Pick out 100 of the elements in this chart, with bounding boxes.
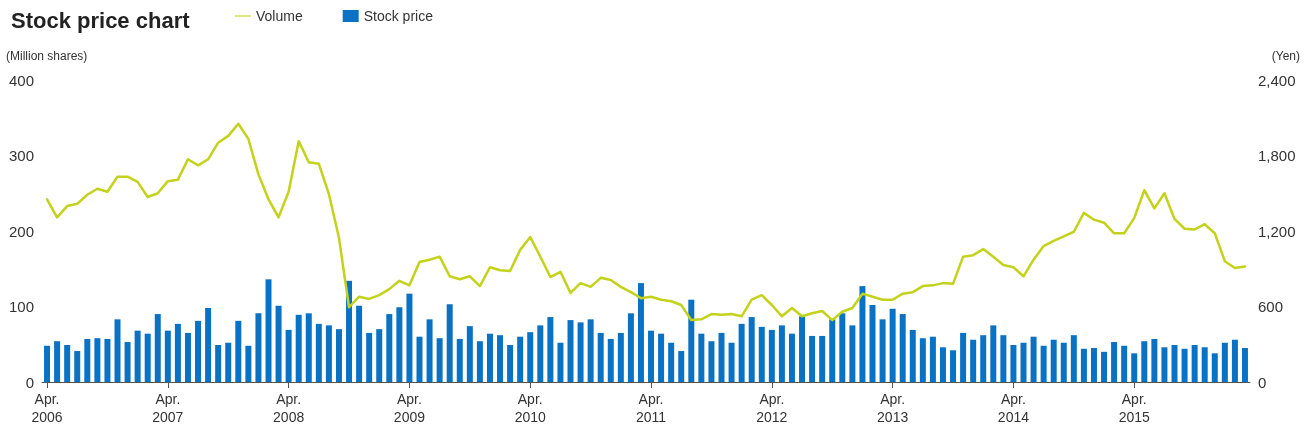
bar — [1191, 345, 1198, 382]
bar — [1090, 348, 1097, 382]
bar — [708, 341, 715, 382]
bar — [1221, 342, 1228, 382]
bar — [648, 330, 655, 382]
bar — [1070, 335, 1077, 382]
bar — [1161, 347, 1168, 382]
bar — [466, 326, 473, 382]
y-tick-label: 100 — [8, 298, 34, 315]
bar — [396, 307, 403, 382]
bar — [1010, 345, 1017, 382]
bar — [728, 342, 735, 382]
bar — [114, 319, 121, 382]
bar — [960, 332, 967, 382]
bar — [617, 332, 624, 382]
bar — [1211, 353, 1218, 382]
bar — [607, 338, 614, 382]
bar — [164, 330, 171, 382]
bar — [386, 314, 393, 382]
bar — [950, 350, 957, 382]
bar — [275, 305, 282, 382]
bar — [889, 308, 896, 382]
bar — [1151, 338, 1158, 382]
x-tick-label: Apr. 2012 — [756, 391, 788, 425]
bar — [1040, 345, 1047, 382]
y-tick-label: 400 — [8, 71, 34, 89]
bar — [1121, 345, 1128, 382]
bar — [637, 283, 644, 382]
bar — [1000, 335, 1007, 382]
bar — [215, 345, 222, 382]
bar — [486, 333, 493, 382]
bar — [235, 320, 242, 382]
bar — [819, 335, 826, 382]
bar — [668, 342, 675, 382]
bar — [305, 313, 312, 382]
bar — [758, 326, 765, 382]
bar — [245, 345, 252, 382]
bar — [1030, 336, 1037, 382]
bar — [154, 314, 161, 382]
bar — [627, 313, 634, 382]
bar — [456, 338, 463, 382]
y-tick-label: 300 — [8, 147, 34, 164]
bar — [678, 351, 685, 382]
x-tick-label: Apr. 2014 — [997, 391, 1030, 425]
y2-tick-label: 2,400 — [1258, 71, 1296, 89]
bar — [356, 305, 363, 382]
bar — [366, 332, 373, 382]
bar — [205, 308, 212, 382]
bar — [869, 304, 876, 382]
x-tick-label: Apr. 2010 — [514, 391, 547, 425]
bar — [879, 319, 886, 382]
legend-label: Volume — [256, 8, 303, 24]
bar — [315, 323, 322, 382]
bar — [738, 323, 745, 382]
y2-axis-title: (Yen) — [1271, 49, 1300, 63]
bar — [517, 336, 524, 382]
bar — [939, 347, 946, 382]
bar — [1080, 348, 1087, 382]
bar — [547, 317, 554, 382]
bar — [44, 345, 51, 382]
y2-tick-label: 1,800 — [1258, 147, 1296, 164]
y2-tick-label: 0 — [1258, 373, 1267, 391]
y-tick-label: 0 — [25, 373, 34, 391]
bar — [799, 316, 806, 382]
bar — [809, 335, 816, 382]
bar — [436, 338, 443, 382]
bar — [527, 332, 534, 382]
bar — [195, 320, 202, 382]
x-tick-label: Apr. 2011 — [635, 391, 667, 425]
bar — [406, 293, 413, 382]
line-series — [45, 122, 1247, 322]
x-tick-label: Apr. 2009 — [393, 391, 426, 425]
bar — [929, 336, 936, 382]
bar — [134, 330, 141, 382]
bar — [416, 336, 423, 382]
bar — [144, 333, 151, 382]
bar — [718, 332, 725, 382]
x-tick-label: Apr. 2008 — [273, 391, 305, 425]
legend-label: Stock price — [363, 8, 434, 24]
y-axis-title: (Million shares) — [6, 49, 88, 63]
bar — [54, 341, 61, 382]
bar — [577, 322, 584, 382]
x-tick-label: Apr. 2015 — [1118, 391, 1151, 425]
bar — [970, 339, 977, 382]
bar — [778, 325, 785, 382]
bar — [84, 338, 91, 382]
bar — [849, 325, 856, 382]
bar — [919, 338, 926, 382]
bar — [1060, 342, 1067, 382]
bar — [1020, 342, 1027, 382]
y-tick-label: 200 — [8, 222, 34, 240]
bar — [839, 313, 846, 382]
bar — [1131, 353, 1138, 382]
bar — [1101, 351, 1108, 382]
bar — [446, 304, 453, 382]
bar — [104, 338, 111, 382]
bar — [124, 341, 131, 382]
bar — [184, 332, 191, 382]
bar — [94, 338, 101, 382]
bar — [990, 325, 997, 382]
